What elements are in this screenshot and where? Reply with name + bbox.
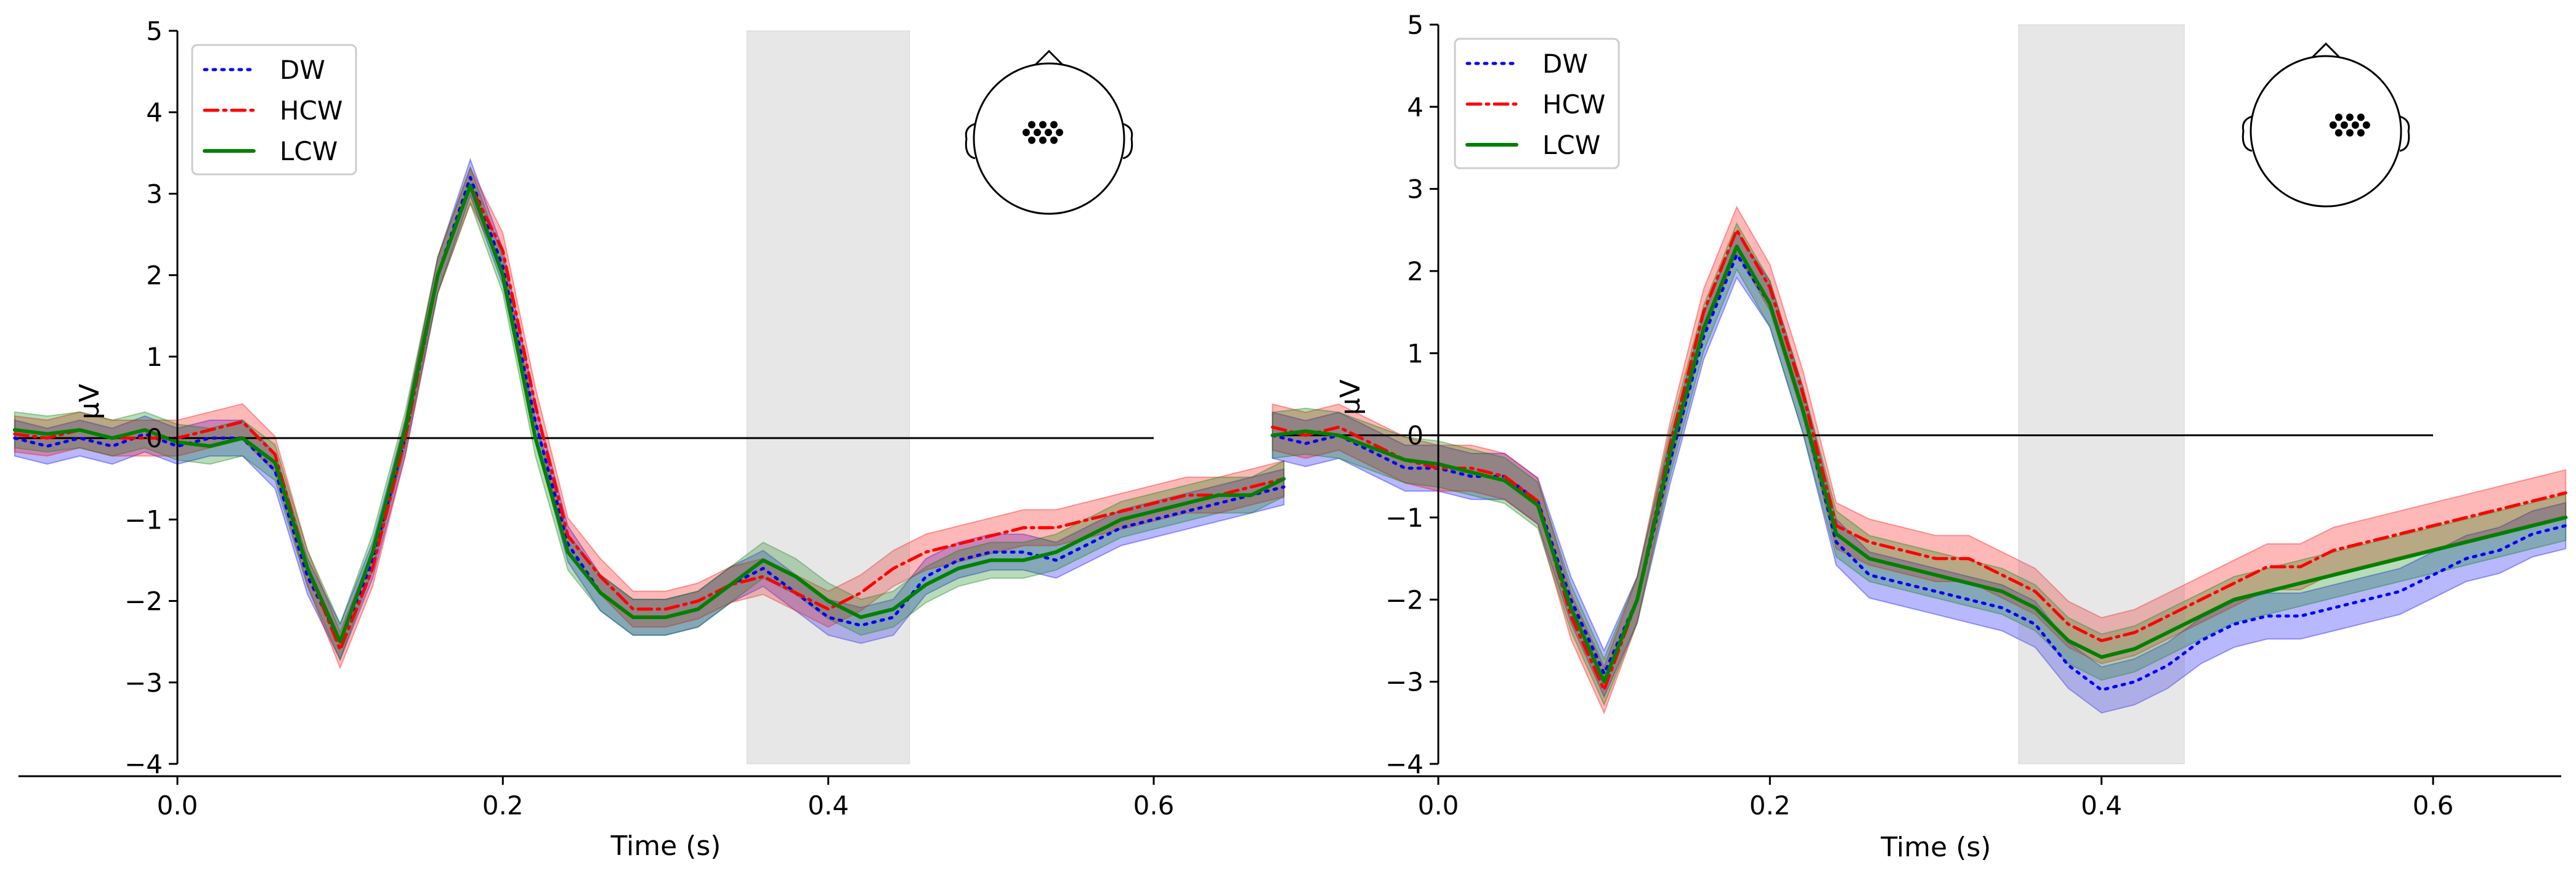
legend-frame (1454, 38, 1620, 169)
sensor-dot (2362, 121, 2370, 129)
y-tick-label: −4 (1385, 749, 1424, 779)
y-tick-label: 3 (1407, 174, 1424, 205)
y-axis-label: µV (74, 384, 105, 420)
series-line-hcw (1271, 228, 2567, 692)
y-tick-label: 2 (1407, 256, 1424, 286)
legend: DW HCW LCW (1454, 38, 1620, 169)
head-left-ear (965, 123, 976, 160)
series-lines (12, 176, 1286, 652)
confidence-band-dw (14, 157, 1285, 662)
y-axis-label: µV (1335, 379, 1366, 415)
legend-frame (191, 44, 357, 176)
y-tick-label: 2 (146, 261, 163, 291)
sensor-dot (2351, 121, 2359, 129)
sensor-dot (1023, 129, 1030, 136)
y-tick-label: −4 (124, 749, 163, 779)
x-tick-label: 0.4 (808, 790, 849, 821)
legend-label-dw: DW (280, 55, 325, 85)
sensor-dot (1050, 136, 1058, 144)
legend-label-hcw: HCW (280, 95, 342, 126)
sensor-dot (1028, 136, 1035, 144)
series-line-hcw (13, 184, 1286, 652)
head-left-ear (2242, 115, 2253, 152)
y-tick-label: −3 (1385, 667, 1424, 697)
y-tick-label: 0 (1407, 421, 1424, 451)
head-sensor-map-icon (2242, 42, 2410, 208)
confidence-bands (14, 157, 1285, 670)
sensor-dot (1039, 121, 1047, 129)
sensor-dot (2335, 113, 2343, 121)
legend-label-hcw: HCW (1542, 89, 1605, 120)
head-right-ear (2399, 115, 2410, 152)
confidence-band-hcw (14, 166, 1285, 670)
series-line-dw (13, 176, 1286, 644)
left-erp-panel: −4 −3 −2 −1 0 1 2 3 4 5 0.0 0.2 0.4 0.6 µV Time (s) D… (12, 16, 1286, 862)
head-sensor-map-icon (965, 49, 1133, 215)
y-tick-label: −3 (124, 668, 163, 698)
sensor-dot (1045, 129, 1052, 136)
sensor-dot (2329, 121, 2337, 129)
confidence-band-lcw (14, 166, 1285, 662)
sensor-dot (2335, 129, 2343, 137)
x-axis-label: Time (s) (1881, 832, 1991, 863)
y-tick-label: 1 (146, 342, 163, 372)
axes: −4 −3 −2 −1 0 1 2 3 4 5 0.0 0.2 0.4 0.6 (1278, 10, 2561, 821)
sensor-dot (2357, 129, 2365, 137)
legend: DW HCW LCW (191, 44, 357, 176)
y-tick-label: −1 (1385, 503, 1424, 533)
head-right-ear (1122, 123, 1133, 160)
sensor-dot (1056, 129, 1063, 136)
series-line-lcw (12, 184, 1286, 644)
y-tick-label: 5 (1407, 10, 1424, 40)
x-tick-label: 0.4 (2081, 790, 2122, 821)
sensor-dot (2346, 129, 2354, 137)
legend-label-lcw: LCW (280, 136, 338, 166)
head-outline (973, 62, 1125, 215)
y-tick-label: −2 (124, 586, 163, 617)
sensor-dot (1050, 121, 1058, 129)
x-tick-label: 0.0 (1418, 790, 1459, 821)
y-tick-label: 4 (1407, 92, 1424, 122)
x-axis-label: Time (s) (610, 830, 721, 862)
right-erp-panel: −4 −3 −2 −1 0 1 2 3 4 5 0.0 0.2 0.4 0.6 µV Time (s) D… (1270, 10, 2568, 863)
x-tick-label: 0.2 (482, 790, 524, 821)
sensor-dot (1039, 136, 1047, 144)
legend-label-dw: DW (1542, 49, 1588, 79)
analysis-window-shading (2018, 24, 2185, 764)
head-nose (1034, 49, 1064, 66)
x-tick-label: 0.6 (2413, 790, 2454, 821)
series-lines (1270, 228, 2568, 692)
head-nose (2311, 42, 2341, 59)
y-tick-label: 4 (146, 97, 163, 128)
confidence-bands (1271, 205, 2567, 715)
confidence-band-lcw (1271, 222, 2567, 707)
axes: −4 −3 −2 −1 0 1 2 3 4 5 0.0 0.2 0.4 0.6 (18, 16, 1280, 821)
head-outline (2250, 55, 2402, 208)
y-tick-label: −1 (124, 505, 163, 535)
legend-label-lcw: LCW (1542, 130, 1600, 160)
y-tick-label: 1 (1407, 338, 1424, 368)
x-tick-label: 0.0 (157, 790, 198, 821)
series-line-lcw (1270, 245, 2568, 684)
sensor-dot (2340, 121, 2348, 129)
y-tick-label: −2 (1385, 585, 1424, 615)
analysis-window-shading (747, 30, 910, 764)
y-tick-label: 0 (146, 423, 163, 453)
sensor-dot (1034, 129, 1041, 136)
sensor-dot (2346, 113, 2354, 121)
y-tick-label: 5 (146, 16, 163, 46)
sensor-dot (2357, 113, 2365, 121)
x-tick-label: 0.2 (1749, 790, 1791, 821)
sensor-dot (1028, 121, 1035, 129)
y-tick-label: 3 (146, 179, 163, 209)
x-tick-label: 0.6 (1133, 790, 1175, 821)
